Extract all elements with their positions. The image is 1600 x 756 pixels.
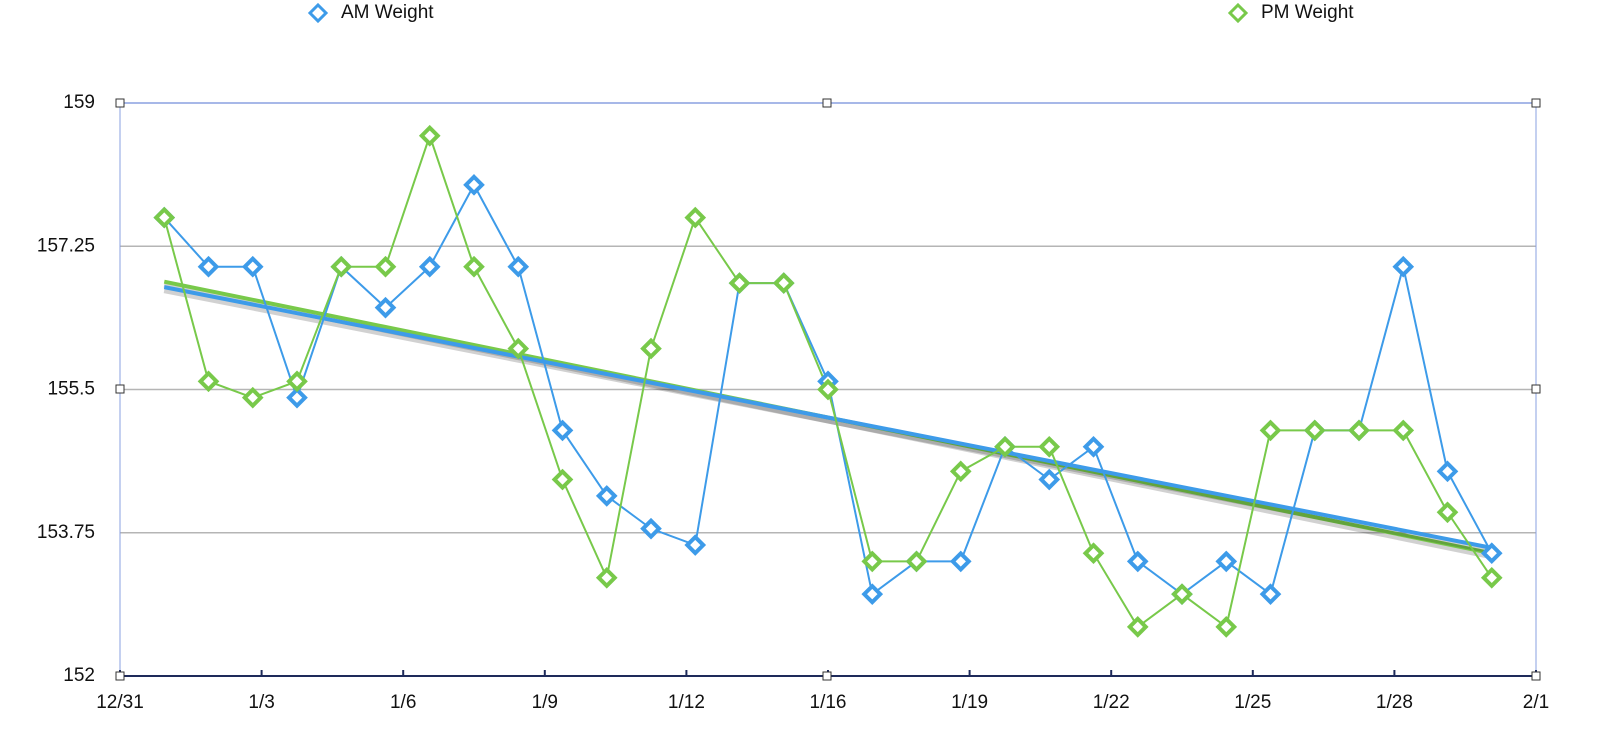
point-marker [994, 435, 1016, 458]
point-marker [1082, 542, 1105, 565]
legend-marker [307, 2, 329, 24]
point-marker [772, 272, 795, 294]
point-marker [1392, 419, 1415, 442]
point-marker [640, 517, 662, 540]
x-tick-label: 1/12 [668, 692, 705, 713]
point-marker [1215, 616, 1238, 638]
point-marker [418, 124, 441, 147]
point-marker [595, 566, 618, 589]
point-marker [551, 468, 574, 491]
point-marker [463, 174, 485, 196]
point-marker [1126, 550, 1149, 573]
point-marker [684, 534, 707, 556]
legend-label: PM Weight [1261, 2, 1354, 23]
y-tick-label: 159 [63, 92, 95, 113]
point-marker [1038, 435, 1061, 458]
trendline-shadow [163, 287, 1493, 554]
point-marker [551, 419, 574, 442]
x-tick-label: 1/3 [248, 692, 274, 713]
point-marker [1480, 542, 1503, 565]
point-marker [1348, 419, 1370, 442]
point-marker [330, 255, 353, 278]
x-tick-label: 12/31 [96, 692, 144, 713]
point-marker [241, 255, 264, 278]
x-tick-label: 1/19 [951, 692, 988, 713]
point-marker [197, 370, 220, 393]
point-marker [241, 386, 264, 409]
point-marker [1259, 419, 1282, 442]
point-marker [1436, 501, 1459, 524]
point-marker [1259, 583, 1282, 605]
point-marker [374, 255, 397, 278]
point-marker [507, 255, 530, 278]
x-tick-label: 2/1 [1523, 692, 1549, 713]
point-marker [949, 550, 972, 573]
y-tick-label: 157.25 [37, 235, 95, 256]
point-marker [817, 378, 839, 401]
point-marker [1038, 468, 1061, 491]
point-marker [507, 337, 530, 360]
y-tick-label: 153.75 [37, 522, 95, 543]
point-marker [286, 370, 308, 393]
legend-marker [1227, 2, 1249, 24]
trendline [163, 285, 1493, 550]
point-marker [286, 386, 308, 409]
x-tick-label: 1/9 [532, 692, 558, 713]
x-tick-label: 1/22 [1093, 692, 1130, 713]
point-marker [1303, 419, 1326, 442]
selection-handles [115, 98, 1541, 681]
x-tick-label: 1/25 [1234, 692, 1271, 713]
point-marker [595, 485, 618, 507]
point-marker [684, 206, 707, 229]
point-marker [1436, 460, 1459, 483]
point-marker [1126, 616, 1149, 638]
point-marker [1171, 583, 1193, 605]
point-marker [374, 296, 397, 319]
point-marker [728, 272, 751, 294]
x-tick-label: 1/28 [1376, 692, 1413, 713]
y-tick-label: 155.5 [47, 379, 95, 400]
point-marker [1215, 550, 1238, 573]
point-marker [1480, 566, 1503, 589]
point-marker [905, 550, 928, 573]
point-marker [463, 255, 485, 278]
x-tick-label: 1/16 [810, 692, 847, 713]
point-marker [861, 583, 884, 605]
y-tick-label: 152 [63, 665, 95, 686]
point-marker [1082, 435, 1105, 458]
point-marker [640, 337, 662, 360]
point-marker [949, 460, 972, 483]
x-tick-label: 1/6 [390, 692, 416, 713]
point-marker [1392, 255, 1415, 278]
point-marker [861, 550, 884, 573]
legend-label: AM Weight [341, 2, 434, 23]
point-marker [153, 206, 176, 229]
point-marker [418, 255, 441, 278]
point-marker [197, 255, 220, 278]
